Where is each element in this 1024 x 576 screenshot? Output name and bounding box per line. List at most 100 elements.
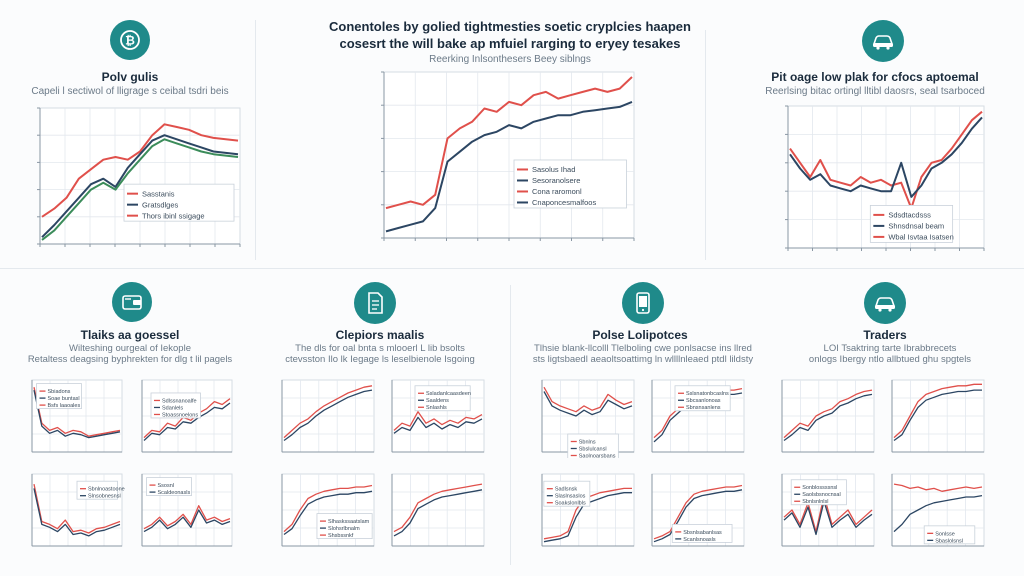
legend-label: Sadlsnsk xyxy=(555,487,578,493)
plot-area xyxy=(391,473,485,547)
series-line-navy xyxy=(33,389,121,439)
legend: Sasstanis Gratsdlges Thors ibinl ssigage xyxy=(123,183,235,222)
legend-label: Sslsnatonbcaslns xyxy=(686,391,729,397)
series-line-red xyxy=(33,387,121,437)
mini-chart-14 xyxy=(891,379,985,453)
bottom-column-divider xyxy=(510,285,511,565)
series-line-navy xyxy=(783,393,873,442)
panel-6-title: Traders xyxy=(863,328,907,342)
series-line-red xyxy=(653,484,743,540)
series-line-navy xyxy=(783,500,873,536)
series-line-red xyxy=(143,505,231,530)
series-line-navy xyxy=(33,488,121,537)
panel-6-subtitle: LOI Tsaktring tarte Ibrabbrecets onlogs … xyxy=(808,343,972,365)
legend-label: Thors ibinl ssigage xyxy=(142,211,205,220)
series-line-red xyxy=(393,483,483,533)
legend-label: Bsfs laaoales xyxy=(48,403,81,409)
legend-box xyxy=(513,159,627,209)
legend-box xyxy=(674,385,731,412)
series-line-red xyxy=(393,411,483,431)
main-title-line-1: Conentoles by golied tightmesties soetic… xyxy=(329,19,691,34)
legend-label: Sbcsanlonoas xyxy=(686,398,721,404)
panel-2-subtitle: Reerlsing bitac ortingl lltibl daosrs, s… xyxy=(765,86,985,97)
legend-label: Sdsdtacdsss xyxy=(888,211,931,220)
series-line-red xyxy=(783,389,873,439)
legend-label: Sdlssnanoalfe xyxy=(162,398,197,404)
legend-label: Sbnlnoastoone xyxy=(88,487,125,493)
main-chart-title: Conentoles by golied tightmesties soetic… xyxy=(300,18,720,52)
series-line-red xyxy=(283,484,373,533)
legend-label: Sasolus Ihad xyxy=(532,165,575,174)
legend-label: Slnsobnesnsl xyxy=(88,494,121,500)
panel-2-line-chart: Sdsdtacdsss Shnsdnsal beam Wbal Isvtaa Isa… xyxy=(785,105,985,251)
main-chart-subtitle: Reerking Inlsonthesers Beey siblngs xyxy=(429,54,591,65)
legend-label: Sbnlns xyxy=(579,439,596,445)
mini-chart-13 xyxy=(781,379,875,453)
wallet-icon xyxy=(112,282,152,322)
legend-label: Sbiadons xyxy=(48,389,71,395)
legend-box xyxy=(36,383,82,409)
series-line-red xyxy=(789,110,983,210)
plot-area xyxy=(891,379,985,453)
legend-box xyxy=(543,480,591,507)
panel-3-title: Tlaiks aa goessel xyxy=(80,328,180,342)
legend-box xyxy=(414,385,471,412)
mini-chart-8 xyxy=(391,473,485,547)
series-line-red xyxy=(783,494,873,533)
panel-5-subtitle: Tlhsie blank-llcolll Tlelboling cwe ponl… xyxy=(532,343,754,365)
legend-label: Snlashls xyxy=(426,405,447,411)
series-line-navy xyxy=(893,494,983,533)
legend-box xyxy=(76,480,118,500)
document-icon xyxy=(354,282,396,324)
series-line-navy xyxy=(393,489,483,537)
series-line-navy xyxy=(893,389,982,442)
legend-label: Sbnsnsanlens xyxy=(686,405,721,411)
series-line-navy xyxy=(393,416,483,434)
legend-label: Saaldens xyxy=(426,398,449,404)
legend-box xyxy=(146,477,192,496)
car-icon xyxy=(864,282,906,324)
legend-box xyxy=(790,479,847,506)
legend-box xyxy=(150,392,201,419)
legend-label: Ssladanlcaasdeen xyxy=(426,391,471,397)
legend-box xyxy=(316,513,373,539)
column-divider-right xyxy=(705,30,706,260)
legend-label: Sdanlels xyxy=(162,405,183,411)
mini-chart-5 xyxy=(281,379,375,453)
legend-label: Sesoranolsere xyxy=(532,176,580,185)
legend-label: Sbsnlsabanlsas xyxy=(683,530,722,536)
series-line-navy xyxy=(283,490,373,536)
bitcoin-coin-icon: ₿ xyxy=(110,20,150,60)
series-line-navy xyxy=(385,100,633,233)
legend-label: Ssosnl xyxy=(158,483,175,489)
series-line-red xyxy=(543,386,633,413)
plot-area xyxy=(781,379,875,453)
panel-1-line-chart: Sasstanis Gratsdlges Thors ibinl ssigage xyxy=(37,107,241,247)
legend-label: Cona raromonl xyxy=(532,187,582,196)
legend-label: Shsbssnkf xyxy=(328,533,354,539)
series-line-red xyxy=(283,385,373,439)
legend-label: Stoassnoelons xyxy=(162,412,198,418)
legend-box xyxy=(923,525,976,545)
legend-label: Wbal Isvtaa Isatsen xyxy=(888,233,953,242)
legend-label: Sbslulcansl xyxy=(579,446,607,452)
